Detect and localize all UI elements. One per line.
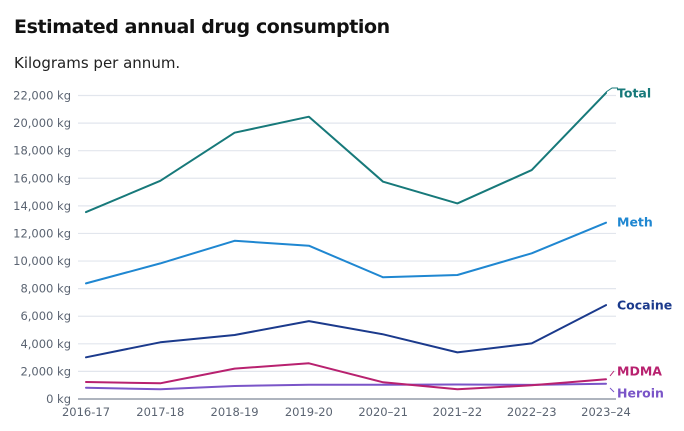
y-tick-label: 2,000 kg <box>20 364 71 378</box>
y-tick-label: 6,000 kg <box>20 309 71 323</box>
y-tick-label: 22,000 kg <box>13 89 71 103</box>
series-lines <box>85 91 607 391</box>
y-tick-label: 20,000 kg <box>13 116 71 130</box>
y-axis-ticks: 0 kg 2,000 kg 4,000 kg 6,000 kg 8,000 kg 10,0… <box>13 89 71 407</box>
label-leader-total <box>605 87 618 93</box>
series-line-meth <box>85 221 607 285</box>
series-labels: Heroin MDMA Cocaine Meth Total <box>605 86 672 401</box>
y-tick-label: 12,000 kg <box>13 226 71 240</box>
x-tick-label: 2016-17 <box>62 405 110 419</box>
x-tick-label: 2021–22 <box>433 405 483 419</box>
series-label-meth: Meth <box>617 215 653 230</box>
x-tick-label: 2017-18 <box>136 405 184 419</box>
x-tick-label: 2018-19 <box>211 405 259 419</box>
y-tick-label: 4,000 kg <box>20 337 71 351</box>
x-tick-label: 2019-20 <box>285 405 333 419</box>
y-tick-label: 16,000 kg <box>13 171 71 185</box>
y-tick-label: 0 kg <box>46 392 71 406</box>
series-line-total <box>85 91 607 214</box>
x-tick-label: 2022–23 <box>507 405 557 419</box>
y-tick-label: 14,000 kg <box>13 199 71 213</box>
series-line-heroin <box>85 382 607 391</box>
series-line-cocaine <box>85 304 607 359</box>
series-label-cocaine: Cocaine <box>617 298 672 313</box>
label-leader-mdma <box>609 370 615 377</box>
chart-subtitle: Kilograms per annum. <box>14 54 181 72</box>
y-tick-label: 10,000 kg <box>13 254 71 268</box>
series-label-mdma: MDMA <box>617 364 662 379</box>
label-leader-heroin <box>609 387 615 393</box>
y-tick-label: 18,000 kg <box>13 144 71 158</box>
chart-title: Estimated annual drug consumption <box>14 16 390 38</box>
x-axis-ticks: 2016-17 2017-18 2018-19 2019-20 2020–21 2021–… <box>62 405 631 419</box>
gridlines <box>78 94 616 400</box>
y-tick-label: 8,000 kg <box>20 282 71 296</box>
x-tick-label: 2020–21 <box>358 405 408 419</box>
series-label-total: Total <box>617 86 651 101</box>
series-line-mdma <box>85 362 607 391</box>
x-tick-label: 2023–24 <box>581 405 631 419</box>
series-label-heroin: Heroin <box>617 386 664 401</box>
